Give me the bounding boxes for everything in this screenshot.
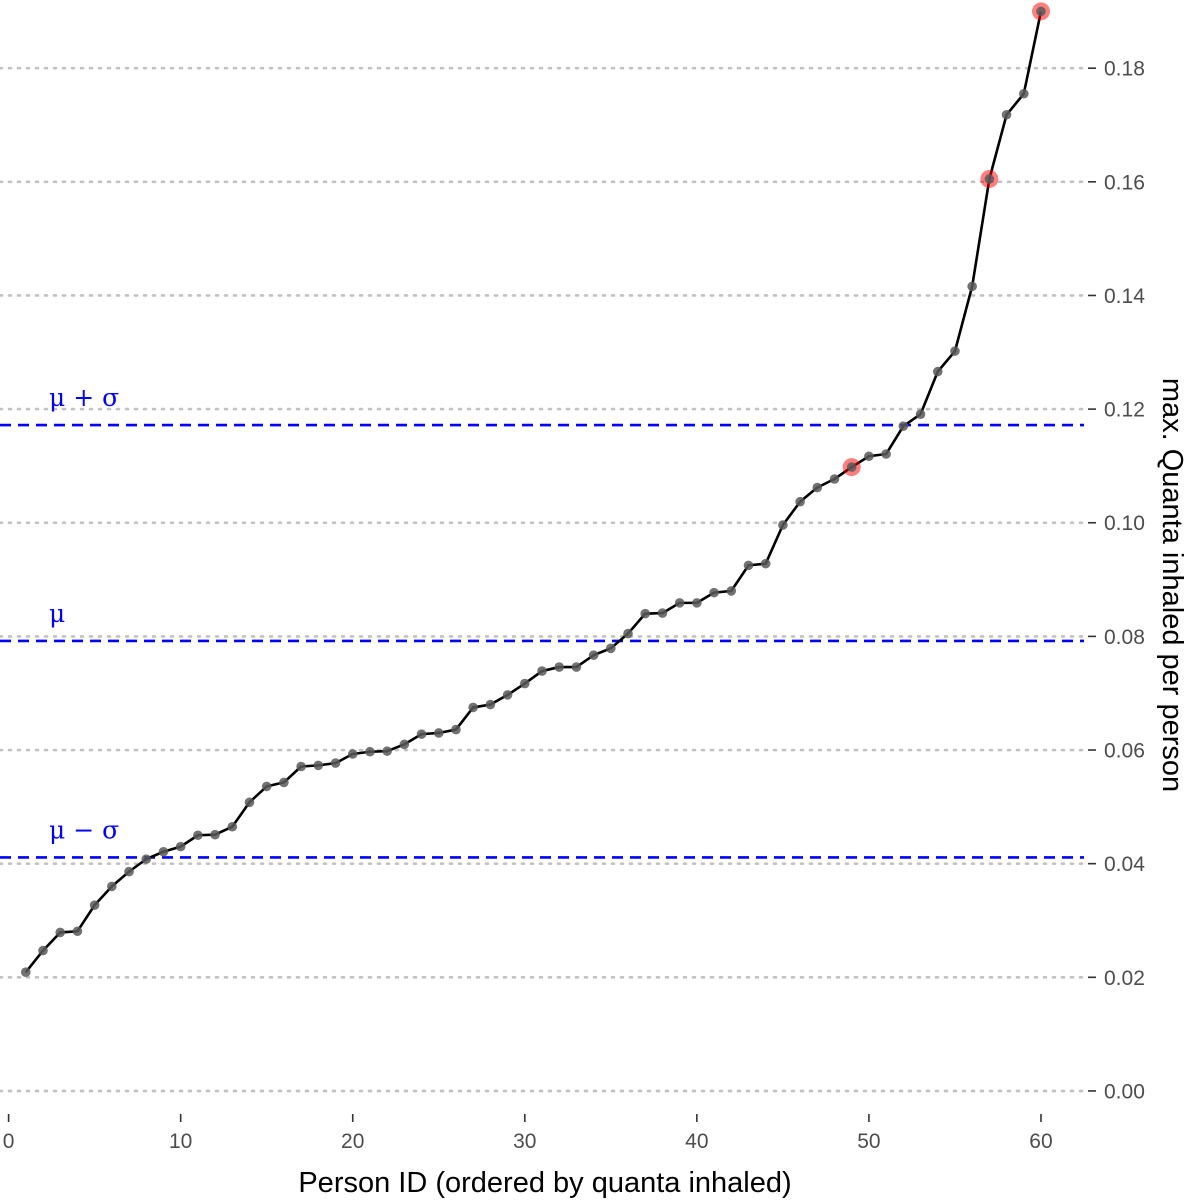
x-axis: 0 10 20 30 40 50 60 — [3, 1114, 1053, 1153]
y-axis-title: max. Quanta inhaled per person — [1156, 378, 1188, 792]
data-point-47 — [812, 482, 823, 493]
data-point-53 — [915, 409, 926, 420]
data-point-12 — [210, 829, 220, 840]
y-tick-label-4: 0.08 — [1104, 626, 1145, 649]
x-tick-label-5: 50 — [857, 1130, 880, 1153]
data-point-44 — [760, 558, 771, 569]
grid-layer — [0, 66, 1086, 1093]
data-point-60 — [1036, 6, 1046, 17]
data-point-39 — [674, 598, 685, 608]
data-point-58 — [1001, 109, 1012, 120]
data-point-20 — [347, 749, 358, 759]
data-point-34 — [588, 650, 599, 660]
x-tick-label-3: 30 — [513, 1130, 536, 1153]
data-point-33 — [571, 662, 582, 672]
data-point-50 — [864, 451, 874, 462]
data-point-43 — [743, 560, 754, 571]
data-point-2 — [38, 945, 48, 956]
x-axis-title: Person ID (ordered by quanta inhaled) — [298, 1167, 791, 1199]
data-point-9 — [158, 846, 169, 857]
data-point-35 — [606, 643, 616, 654]
data-point-13 — [227, 821, 238, 832]
reference-lines: μ + σ μ μ − σ — [0, 383, 1084, 859]
reference-line-label-2: μ − σ — [49, 815, 119, 844]
y-tick-label-0: 0.00 — [1104, 1080, 1145, 1103]
data-point-11 — [193, 830, 203, 841]
data-point-23 — [399, 739, 410, 750]
data-point-1 — [21, 967, 31, 977]
data-point-25 — [433, 728, 444, 738]
data-point-51 — [881, 449, 891, 459]
data-point-29 — [502, 690, 513, 700]
data-point-59 — [1018, 88, 1029, 99]
data-point-52 — [898, 421, 909, 431]
y-tick-label-6: 0.12 — [1104, 399, 1145, 422]
y-tick-label-3: 0.06 — [1104, 740, 1145, 763]
data-point-17 — [296, 761, 306, 772]
data-point-54 — [932, 366, 943, 377]
data-point-8 — [141, 854, 152, 864]
data-point-22 — [382, 746, 392, 756]
series-points — [21, 6, 1046, 977]
y-tick-label-2: 0.04 — [1104, 853, 1145, 876]
data-point-40 — [692, 598, 702, 608]
data-point-56 — [967, 281, 977, 292]
x-tick-label-0: 0 — [3, 1130, 15, 1153]
x-tick-label-4: 40 — [685, 1130, 708, 1153]
data-point-4 — [72, 926, 83, 937]
data-point-6 — [107, 881, 117, 892]
data-point-27 — [468, 702, 478, 713]
series-line-layer — [24, 11, 1043, 974]
data-point-48 — [829, 474, 840, 484]
data-point-32 — [554, 662, 565, 672]
y-tick-label-5: 0.10 — [1104, 512, 1145, 535]
x-tick-label-6: 60 — [1029, 1130, 1052, 1153]
data-point-18 — [313, 760, 324, 771]
data-point-49 — [846, 462, 857, 472]
data-point-45 — [778, 520, 788, 530]
x-tick-label-2: 20 — [341, 1130, 364, 1153]
y-axis: 0.00 0.02 0.04 0.06 0.08 0.10 0.12 0.14 0.16 0.18 — [1088, 58, 1145, 1103]
data-point-24 — [416, 729, 427, 739]
data-point-19 — [330, 758, 341, 768]
data-point-46 — [795, 496, 805, 507]
series-line — [24, 11, 1043, 974]
y-tick-label-9: 0.18 — [1104, 58, 1145, 81]
data-point-14 — [244, 797, 255, 808]
y-tick-label-1: 0.02 — [1104, 967, 1145, 990]
data-point-15 — [261, 781, 272, 792]
reference-line-label-0: μ + σ — [49, 383, 119, 412]
data-point-26 — [451, 724, 461, 735]
data-point-28 — [485, 699, 496, 710]
data-point-42 — [726, 586, 737, 596]
data-point-41 — [709, 587, 719, 598]
data-point-36 — [623, 628, 633, 639]
highlighted-points — [842, 2, 1050, 477]
data-point-3 — [55, 927, 66, 938]
data-point-10 — [175, 841, 186, 852]
reference-line-label-1: μ — [49, 599, 65, 628]
x-tick-label-1: 10 — [169, 1130, 192, 1153]
data-point-5 — [89, 900, 100, 910]
y-tick-label-8: 0.16 — [1104, 171, 1145, 194]
data-point-38 — [657, 608, 668, 618]
data-point-30 — [519, 678, 530, 689]
data-point-37 — [640, 608, 651, 619]
data-point-55 — [950, 346, 960, 356]
y-tick-label-7: 0.14 — [1104, 285, 1145, 308]
data-point-21 — [365, 746, 375, 757]
data-point-16 — [279, 777, 289, 788]
data-point-31 — [537, 666, 547, 676]
data-point-57 — [984, 174, 995, 184]
data-point-7 — [124, 866, 134, 877]
